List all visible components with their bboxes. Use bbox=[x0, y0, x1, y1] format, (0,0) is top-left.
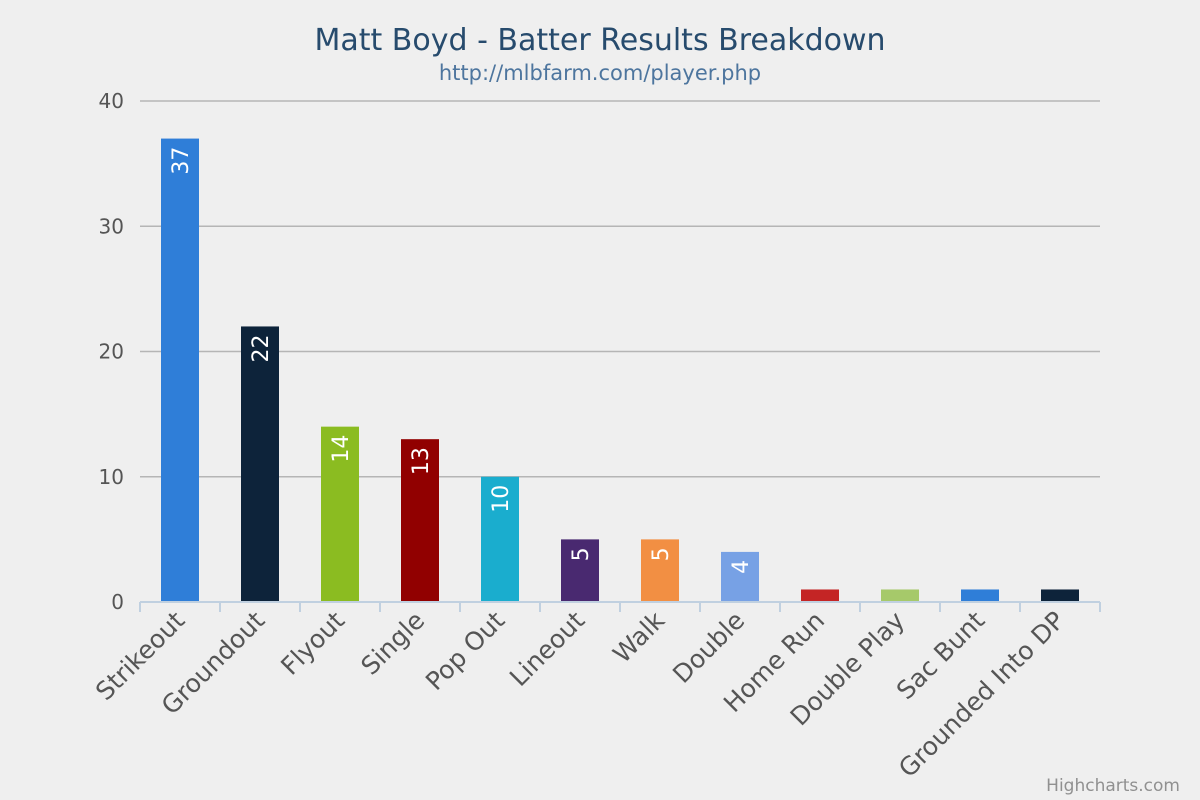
data-label: 5 bbox=[569, 547, 594, 561]
bar-home-run[interactable] bbox=[801, 589, 839, 602]
gridlines: 0 10 20 30 40 bbox=[99, 89, 1100, 614]
y-tick-label: 20 bbox=[99, 340, 124, 364]
data-label: 13 bbox=[409, 447, 434, 475]
bar-sac-bunt[interactable] bbox=[961, 589, 999, 602]
bar-flyout[interactable] bbox=[321, 426, 359, 602]
data-label: 22 bbox=[249, 334, 274, 362]
bar-groundout[interactable] bbox=[241, 326, 279, 602]
y-tick-label: 40 bbox=[99, 89, 124, 113]
bar-grounded-into-dp[interactable] bbox=[1041, 589, 1079, 602]
data-label: 37 bbox=[169, 147, 194, 175]
data-label: 14 bbox=[329, 435, 354, 463]
bar-strikeout[interactable] bbox=[161, 138, 199, 602]
chart-title: Matt Boyd - Batter Results Breakdown bbox=[314, 23, 885, 58]
y-tick-label: 0 bbox=[111, 590, 124, 614]
y-tick-label: 10 bbox=[99, 465, 124, 489]
credits-link[interactable]: Highcharts.com bbox=[1046, 776, 1180, 796]
data-labels: 37 22 14 13 10 5 5 4 bbox=[169, 147, 754, 574]
chart-subtitle[interactable]: http://mlbfarm.com/player.php bbox=[439, 61, 761, 85]
data-label: 10 bbox=[489, 485, 514, 513]
bar-double[interactable] bbox=[721, 551, 759, 602]
bar-double-play[interactable] bbox=[881, 589, 919, 602]
bar-lineout[interactable] bbox=[561, 539, 599, 602]
bars bbox=[161, 138, 1079, 602]
data-label: 5 bbox=[649, 547, 674, 561]
bar-pop-out[interactable] bbox=[481, 476, 519, 602]
y-tick-label: 30 bbox=[99, 214, 124, 238]
bar-single[interactable] bbox=[401, 439, 439, 602]
data-label: 4 bbox=[729, 560, 754, 574]
bar-walk[interactable] bbox=[641, 539, 679, 602]
